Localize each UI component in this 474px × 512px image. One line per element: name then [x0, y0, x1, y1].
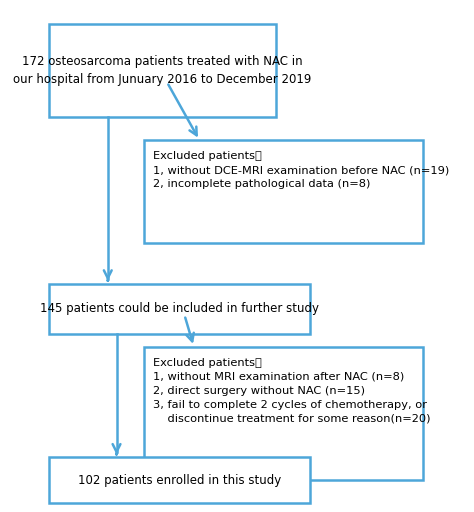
FancyBboxPatch shape: [144, 140, 423, 243]
FancyBboxPatch shape: [49, 24, 276, 117]
Text: 145 patients could be included in further study: 145 patients could be included in furthe…: [40, 303, 319, 315]
FancyBboxPatch shape: [49, 284, 310, 334]
Text: Excluded patients：
1, without MRI examination after NAC (n=8)
2, direct surgery : Excluded patients： 1, without MRI examin…: [154, 358, 431, 424]
Text: 102 patients enrolled in this study: 102 patients enrolled in this study: [78, 474, 281, 486]
Text: 172 osteosarcoma patients treated with NAC in
our hospital from Junuary 2016 to : 172 osteosarcoma patients treated with N…: [13, 55, 311, 87]
FancyBboxPatch shape: [144, 347, 423, 480]
FancyBboxPatch shape: [49, 457, 310, 503]
Text: Excluded patients：
1, without DCE-MRI examination before NAC (n=19)
2, incomplet: Excluded patients： 1, without DCE-MRI ex…: [154, 151, 450, 189]
